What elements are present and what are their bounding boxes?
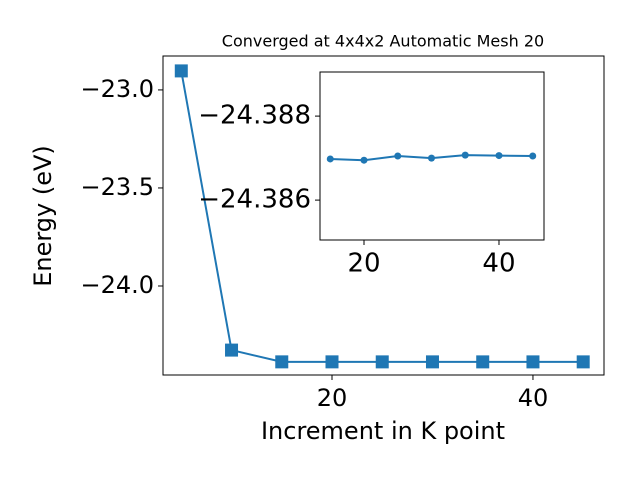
y-tick-label: −23.5 (80, 173, 154, 201)
marker (174, 64, 188, 78)
marker (375, 355, 389, 369)
marker (427, 154, 435, 162)
y-tick-label: −24.0 (80, 271, 154, 299)
marker (225, 343, 239, 357)
marker (275, 355, 289, 369)
marker (576, 355, 590, 369)
y-tick-label: −23.0 (80, 75, 154, 103)
y-axis-label: Energy (eV) (29, 145, 57, 287)
x-tick-label: 40 (482, 249, 515, 279)
marker (394, 152, 402, 160)
marker (360, 156, 368, 164)
y-tick-label: −24.388 (198, 101, 311, 131)
marker (526, 355, 540, 369)
marker (529, 152, 537, 160)
y-tick-label: −24.386 (198, 185, 311, 215)
marker (326, 155, 334, 163)
marker (495, 152, 503, 160)
marker (325, 355, 339, 369)
chart-title: Converged at 4x4x2 Automatic Mesh 20 (222, 32, 544, 51)
marker (476, 355, 490, 369)
marker (461, 151, 469, 159)
marker (425, 355, 439, 369)
x-tick-label: 40 (518, 384, 549, 412)
x-axis-label: Increment in K point (261, 417, 505, 445)
x-tick-label: 20 (317, 384, 348, 412)
x-tick-label: 20 (347, 249, 380, 279)
